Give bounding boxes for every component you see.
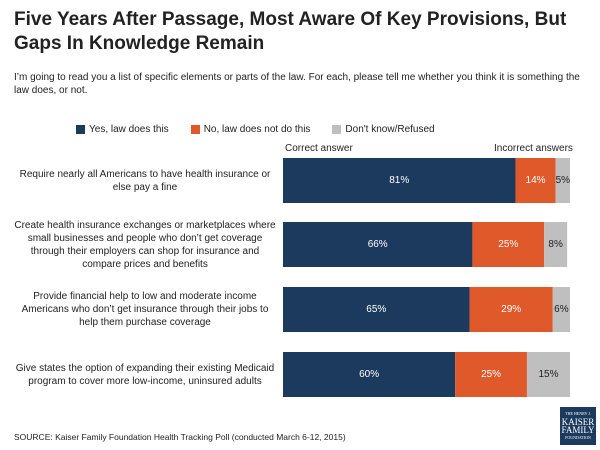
value-label: 65% <box>366 304 386 315</box>
legend-swatch <box>332 125 342 134</box>
legend-item: Don't know/Refused <box>332 124 435 135</box>
category-label: Create health insurance exchanges or mar… <box>14 219 276 270</box>
bar-segment <box>283 352 456 397</box>
value-label: 60% <box>359 369 379 380</box>
legend: Yes, law does this No, law does not do th… <box>76 124 435 135</box>
value-label: 25% <box>481 369 501 380</box>
chart-subtitle: I’m going to read you a list of specific… <box>14 72 580 96</box>
logo-text: FAMILY <box>561 425 595 435</box>
bar-segment <box>472 222 545 267</box>
bar-segment <box>552 287 570 332</box>
bar-segment <box>455 352 527 397</box>
legend-swatch <box>76 125 85 134</box>
legend-swatch <box>190 125 200 134</box>
annotation: Correct answer <box>285 143 353 154</box>
logo-text: FOUNDATION <box>565 435 591 440</box>
bar-segment <box>283 287 470 332</box>
value-label: 6% <box>554 304 569 315</box>
value-label: 8% <box>548 239 563 250</box>
category-label: Provide financial help to low and modera… <box>21 291 269 328</box>
value-label: 66% <box>368 239 388 250</box>
value-label: 14% <box>526 175 546 186</box>
legend-item: Yes, law does this <box>76 124 169 135</box>
value-label: 15% <box>538 369 558 380</box>
bar-segment <box>515 158 556 203</box>
bar-segment <box>544 222 568 267</box>
value-label: 81% <box>389 175 409 186</box>
chart-title: Five Years After Passage, Most Aware Of … <box>14 9 567 54</box>
legend-label: Don't know/Refused <box>345 124 435 135</box>
legend-item: No, law does not do this <box>190 124 311 135</box>
source-note: SOURCE: Kaiser Family Foundation Health … <box>14 432 346 442</box>
value-label: 5% <box>556 175 571 186</box>
logo-text: KAISER <box>561 417 595 427</box>
bar-segment <box>283 158 516 203</box>
value-label: 25% <box>498 239 518 250</box>
logo-text: THE HENRY J. <box>565 411 591 416</box>
bar-segment <box>526 352 570 397</box>
category-label: Give states the option of expanding thei… <box>15 362 275 387</box>
logo: THE HENRY J. KAISER FAMILY FOUNDATION <box>560 407 596 445</box>
bar-segment <box>555 158 570 203</box>
legend-label: No, law does not do this <box>203 124 311 135</box>
bar-segment <box>283 222 473 267</box>
value-label: 29% <box>501 304 521 315</box>
bar-segment <box>469 287 553 332</box>
annotation: Incorrect answers <box>494 143 573 154</box>
category-label: Require nearly all Americans to have hea… <box>19 168 271 193</box>
legend-label: Yes, law does this <box>89 124 169 135</box>
